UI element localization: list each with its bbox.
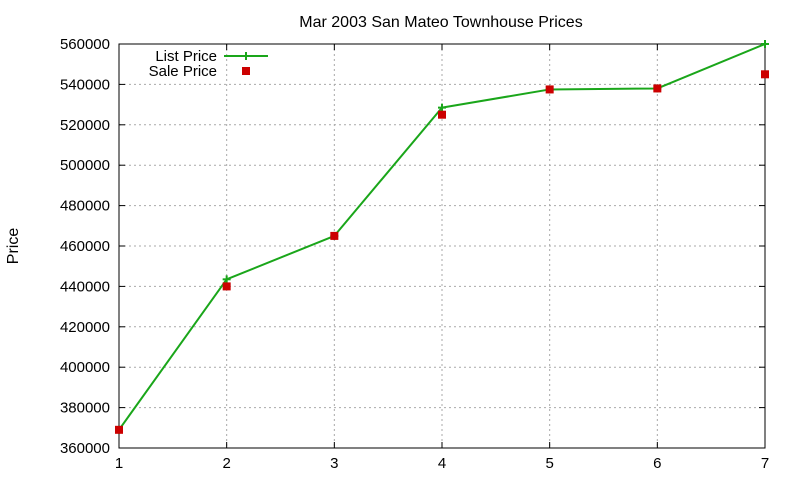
chart-title: Mar 2003 San Mateo Townhouse Prices bbox=[299, 14, 582, 31]
plot-frame bbox=[118, 43, 766, 449]
y-axis-label: Price bbox=[5, 228, 22, 265]
legend-label-list-price: List Price bbox=[155, 48, 217, 65]
legend-label-sale-price: Sale Price bbox=[149, 63, 217, 80]
sale-price-point bbox=[115, 425, 123, 434]
x-tick-label: 5 bbox=[545, 455, 553, 472]
axis-layer: 1 2 3 4 5 6 7 360000 380000 400000 420000 440000 460… bbox=[60, 36, 769, 472]
legend-marker-sale-price bbox=[242, 67, 250, 75]
x-tick-label: 1 bbox=[115, 455, 123, 472]
x-tick-label: 6 bbox=[653, 455, 661, 472]
sale-price-point bbox=[761, 70, 769, 79]
y-tick-label: 440000 bbox=[60, 278, 110, 295]
y-tick-label: 560000 bbox=[60, 36, 110, 53]
y-tick-label: 540000 bbox=[60, 76, 110, 93]
list-price-point bbox=[761, 40, 769, 48]
y-tick-label: 520000 bbox=[60, 117, 110, 134]
sale-price-point bbox=[438, 110, 446, 119]
list-price-line bbox=[118, 43, 766, 431]
y-tick-label: 380000 bbox=[60, 400, 110, 417]
y-tick-label: 500000 bbox=[60, 157, 110, 174]
y-tick-label: 400000 bbox=[60, 359, 110, 376]
y-tick-label: 420000 bbox=[60, 319, 110, 336]
list-price-point bbox=[438, 103, 446, 112]
list-price-point bbox=[222, 275, 231, 284]
y-tick-label: 360000 bbox=[60, 440, 110, 457]
sale-price-point bbox=[545, 85, 554, 94]
grid-layer bbox=[119, 44, 765, 448]
x-tick-label: 2 bbox=[222, 455, 230, 472]
sale-price-point bbox=[330, 231, 339, 240]
y-tick-label: 480000 bbox=[60, 198, 110, 215]
y-tick-label: 460000 bbox=[60, 238, 110, 255]
sale-price-point bbox=[653, 84, 662, 93]
series-layer bbox=[115, 40, 769, 434]
x-tick-label: 4 bbox=[438, 455, 446, 472]
x-tick-label: 7 bbox=[761, 455, 769, 472]
sale-price-point bbox=[222, 282, 231, 291]
x-tick-label: 3 bbox=[330, 455, 338, 472]
